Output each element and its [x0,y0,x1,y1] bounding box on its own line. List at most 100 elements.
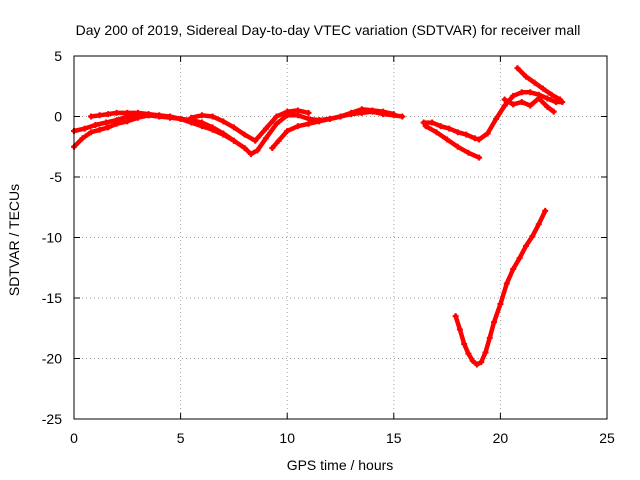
data-point [275,137,282,144]
data-point [542,207,549,214]
data-point [478,359,485,366]
data-point [437,123,444,130]
data-point [399,113,406,120]
data-point [422,123,429,130]
data-point [456,326,463,333]
data-point [493,115,500,122]
x-tick-label: 20 [493,430,509,446]
data-point [544,95,551,102]
data-point [113,120,120,127]
data-point [156,112,163,119]
data-point [503,280,510,287]
data-point [134,109,141,116]
y-tick-label: -5 [50,169,63,185]
data-point [452,313,459,320]
data-point [145,111,152,118]
data-point [550,108,557,115]
data-point [81,125,88,132]
data-point [269,144,276,151]
data-point [305,120,312,127]
data-point [124,109,131,116]
data-point [557,96,564,103]
data-point [254,147,261,154]
data-point [294,107,301,114]
data-point [262,125,269,132]
data-point [79,135,86,142]
data-point [552,98,559,105]
data-point [105,111,112,118]
data-point [527,89,534,96]
chart-title: Day 200 of 2019, Sidereal Day-to-day VTE… [76,22,581,38]
data-point [294,123,301,130]
data-point [454,129,461,136]
data-point [469,357,476,364]
data-point [198,112,205,119]
data-point [273,120,280,127]
data-series [71,65,566,368]
data-point [316,118,323,125]
data-point [484,130,491,137]
data-point [510,92,517,99]
x-tick-label: 25 [599,430,615,446]
data-point [531,79,538,86]
data-point [198,123,205,130]
data-point [102,119,109,126]
data-point [177,115,184,122]
data-point [369,107,376,114]
data-point [241,144,248,151]
data-point [390,111,397,118]
data-point [486,334,493,341]
data-point [514,65,521,72]
data-point [337,113,344,120]
data-point [522,242,529,249]
data-point [465,350,472,357]
data-point [358,106,365,113]
data-point [510,265,517,272]
data-point [491,319,498,326]
data-point [529,233,536,240]
data-point [284,108,291,115]
data-point [124,118,131,125]
data-point [522,73,529,80]
x-tick-label: 0 [70,430,78,446]
data-point [252,137,259,144]
data-point [220,131,227,138]
y-axis-label: SDTVAR / TECUs [6,184,22,296]
data-point [497,301,504,308]
x-tick-label: 15 [386,430,402,446]
data-point [544,103,551,110]
data-point [461,340,468,347]
data-point [501,96,508,103]
data-point [96,126,103,133]
data-point [535,221,542,228]
data-point [473,361,480,368]
data-point [209,126,216,133]
data-point [454,143,461,150]
data-point [548,91,555,98]
data-point [446,125,453,132]
data-point [476,136,483,143]
y-tick-label: -15 [42,290,62,306]
data-point [501,102,508,109]
data-point [305,109,312,116]
axis-ticks: 0 5 10 15 20 25 -25 -20 -15 -10 -5 0 5 [42,48,615,446]
data-point [96,112,103,119]
data-point [326,115,333,122]
data-point [241,131,248,138]
data-point [476,154,483,161]
series-line-track-b [71,113,162,150]
data-point [535,95,542,102]
data-point [209,113,216,120]
data-point [433,129,440,136]
data-point [420,119,427,126]
data-point [88,129,95,136]
y-tick-label: 0 [54,109,62,125]
data-point [284,128,291,135]
y-tick-label: -25 [42,411,62,427]
data-point [510,101,517,108]
data-point [273,113,280,120]
x-tick-label: 10 [279,430,295,446]
y-tick-label: 5 [54,48,62,64]
